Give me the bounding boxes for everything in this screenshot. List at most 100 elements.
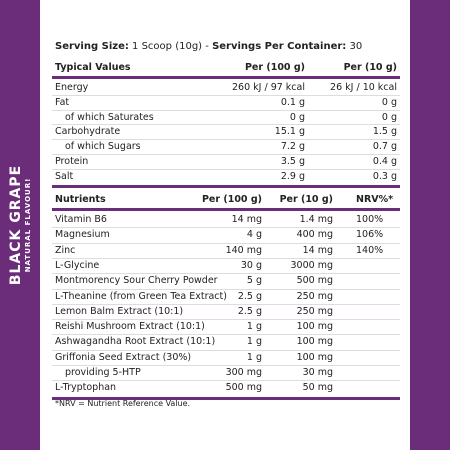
cell-value: 26 kJ / 10 kcal [330, 82, 397, 93]
cell-value: 2.5 g [237, 290, 262, 302]
row-divider [52, 154, 400, 155]
serving-size-label: Serving Size: [55, 41, 129, 52]
row-label: Vitamin B6 [55, 214, 107, 225]
cell-value: 3000 mg [290, 259, 333, 271]
cell-value: 0.7 g [372, 141, 397, 153]
cell-value: 1 g [246, 321, 262, 333]
row-divider [52, 319, 400, 321]
side-text: BLACK GRAPE NATURAL FLAVOUR! [8, 165, 32, 285]
cell-value: 30 mg [302, 367, 333, 378]
row-divider [52, 94, 400, 96]
cell-value: 30 g [240, 259, 262, 271]
servings-label: Servings Per Container: [212, 41, 347, 52]
row-divider [52, 227, 400, 229]
row-divider [52, 303, 400, 305]
cell-value: 140 mg [225, 244, 262, 256]
row-label: providing 5-HTP [65, 367, 141, 378]
row-label: Griffonia Seed Extract (30%) [55, 351, 192, 363]
row-label: Fat [55, 96, 70, 108]
cell-value: 260 kJ / 97 kcal [232, 82, 305, 93]
cell-value: 500 mg [225, 382, 262, 394]
cell-value: 400 mg [296, 229, 333, 241]
cell-value: 14 mg [231, 214, 262, 225]
cell-value: 0 g [289, 111, 305, 123]
column-header: Nutrients [55, 194, 106, 205]
cell-value: 2.9 g [280, 170, 305, 182]
cell-value: 2.5 g [237, 305, 262, 317]
serving-line: Serving Size: 1 Scoop (10g) - Servings P… [55, 41, 362, 53]
row-divider [52, 380, 400, 382]
separator: - [205, 41, 209, 52]
row-divider [52, 349, 400, 351]
cell-value: 14 mg [302, 244, 333, 256]
column-header: Per (10 g) [279, 194, 333, 205]
row-label: Magnesium [55, 229, 110, 241]
cell-value: 100 mg [296, 321, 333, 333]
cell-value: 140% [356, 244, 384, 256]
cell-value: 0 g [381, 111, 397, 123]
cell-value: 500 mg [296, 275, 333, 287]
cell-value: 4 g [246, 229, 262, 241]
right-band [410, 0, 450, 450]
flavour-subtitle: NATURAL FLAVOUR! [24, 177, 32, 273]
left-band [0, 0, 40, 450]
row-label: Carbohydrate [55, 126, 121, 138]
row-label: of which Sugars [65, 141, 141, 153]
column-header: NRV%* [356, 194, 394, 205]
cell-value: 250 mg [296, 305, 333, 317]
cell-value: 1.4 mg [299, 214, 333, 225]
cell-value: 100 mg [296, 351, 333, 363]
row-label: L-Glycine [55, 259, 100, 271]
row-divider [52, 242, 400, 244]
row-label: Ashwagandha Root Extract (10:1) [55, 336, 216, 348]
row-label: Salt [55, 170, 74, 182]
column-header: Per (10 g) [343, 62, 397, 73]
footnote: *NRV = Nutrient Reference Value. [55, 399, 191, 408]
table-end-rule [52, 184, 400, 188]
column-header: Typical Values [55, 62, 131, 73]
cell-value: 106% [356, 229, 384, 241]
cell-value: 0.3 g [372, 170, 397, 182]
row-label: of which Saturates [65, 111, 154, 123]
cell-value: 5 g [246, 275, 262, 287]
cell-value: 1.5 g [372, 126, 397, 138]
row-divider [52, 288, 400, 290]
row-label: Lemon Balm Extract (10:1) [55, 305, 184, 317]
cell-value: 300 mg [225, 367, 262, 378]
row-label: L-Theanine (from Green Tea Extract) [55, 290, 227, 302]
cell-value: 15.1 g [274, 126, 305, 138]
column-header: Per (100 g) [201, 194, 262, 205]
row-label: Montmorency Sour Cherry Powder [55, 275, 218, 287]
header-rule [52, 208, 400, 211]
servings: 30 [349, 41, 363, 52]
row-label: Protein [55, 156, 89, 167]
cell-value: 7.2 g [280, 141, 305, 153]
row-divider [52, 334, 400, 336]
cell-value: 250 mg [296, 290, 333, 302]
cell-value: 0 g [381, 96, 397, 108]
row-divider [52, 109, 400, 111]
table-end-rule [52, 396, 400, 400]
row-label: L-Tryptophan [55, 382, 117, 394]
row-label: Energy [55, 82, 89, 93]
header-rule [52, 76, 400, 79]
column-header: Per (100 g) [244, 62, 305, 73]
cell-value: 100% [356, 214, 384, 225]
flavour-title: BLACK GRAPE [8, 164, 24, 286]
row-divider [52, 124, 400, 126]
row-label: Reishi Mushroom Extract (10:1) [55, 321, 205, 333]
row-divider [52, 273, 400, 275]
row-divider [52, 257, 400, 259]
row-divider [52, 139, 400, 141]
cell-value: 1 g [246, 336, 262, 348]
row-label: Zinc [55, 244, 76, 256]
row-divider [52, 365, 400, 366]
cell-value: 0.1 g [280, 96, 305, 108]
cell-value: 1 g [246, 351, 262, 363]
serving-size: 1 Scoop (10g) [132, 41, 203, 52]
cell-value: 0.4 g [372, 156, 397, 167]
row-divider [52, 168, 400, 170]
cell-value: 50 mg [302, 382, 333, 394]
cell-value: 100 mg [296, 336, 333, 348]
